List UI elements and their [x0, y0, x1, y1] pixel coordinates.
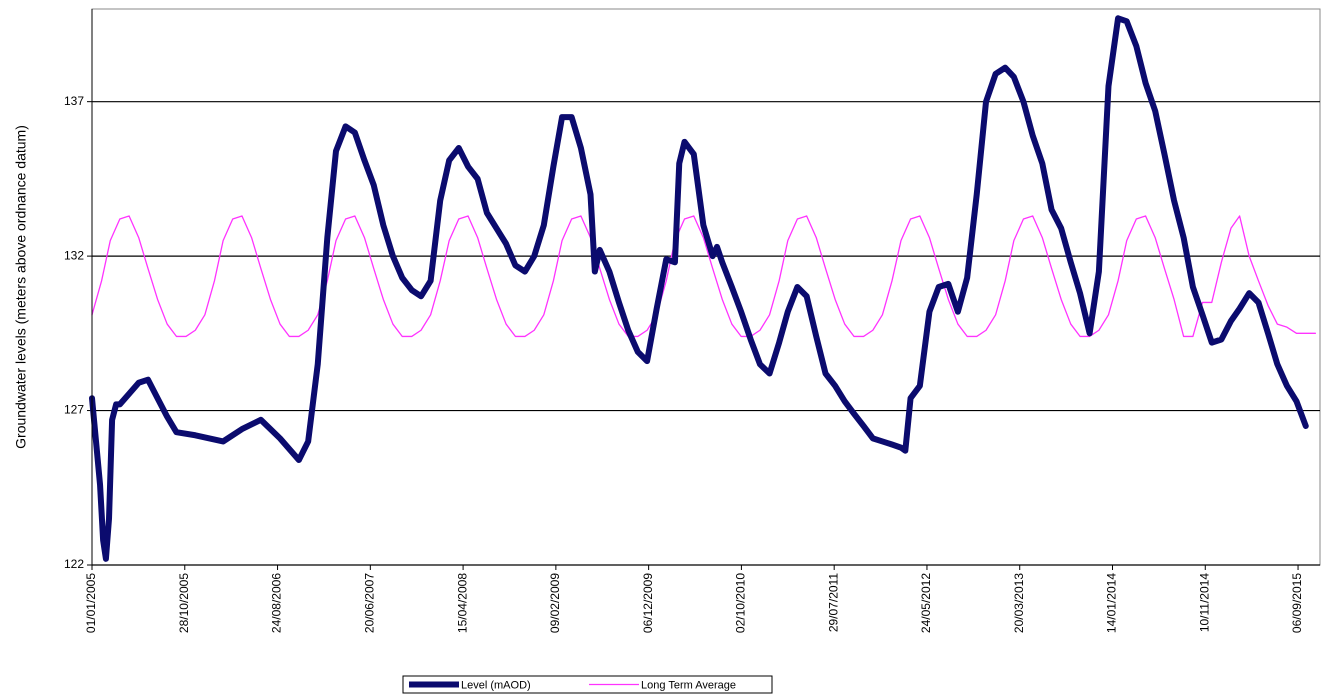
y-tick-label: 132	[64, 248, 84, 262]
legend-label: Level (mAOD)	[461, 679, 531, 691]
line-series	[89, 15, 1309, 562]
y-tick-label: 137	[64, 94, 84, 108]
x-tick-label: 24/05/2012	[919, 573, 933, 633]
plot-area	[91, 8, 1321, 566]
legend-label: Long Term Average	[641, 679, 736, 691]
x-tick-label: 29/07/2011	[826, 573, 840, 632]
x-tick-label: 20/03/2013	[1012, 573, 1026, 633]
x-tick-label: 02/10/2010	[734, 573, 748, 633]
y-tick-label: 122	[64, 557, 84, 571]
x-tick-label: 09/02/2009	[548, 573, 562, 633]
x-tick-label: 06/09/2015	[1290, 573, 1304, 633]
y-tick-label: 127	[64, 403, 84, 417]
y-axis-label: Groundwater levels (meters above ordnanc…	[13, 125, 29, 449]
x-tick-label: 01/01/2005	[84, 573, 98, 633]
x-tick-label: 06/12/2009	[641, 573, 655, 633]
x-tick-label: 10/11/2014	[1197, 573, 1211, 632]
line-series	[91, 215, 1317, 338]
legend-box	[402, 675, 773, 694]
x-tick-label: 15/04/2008	[455, 573, 469, 633]
x-tick-label: 28/10/2005	[177, 573, 191, 633]
x-tick-label: 24/08/2006	[270, 573, 284, 633]
x-tick-label: 14/01/2014	[1105, 573, 1119, 633]
x-tick-label: 20/06/2007	[362, 573, 376, 633]
